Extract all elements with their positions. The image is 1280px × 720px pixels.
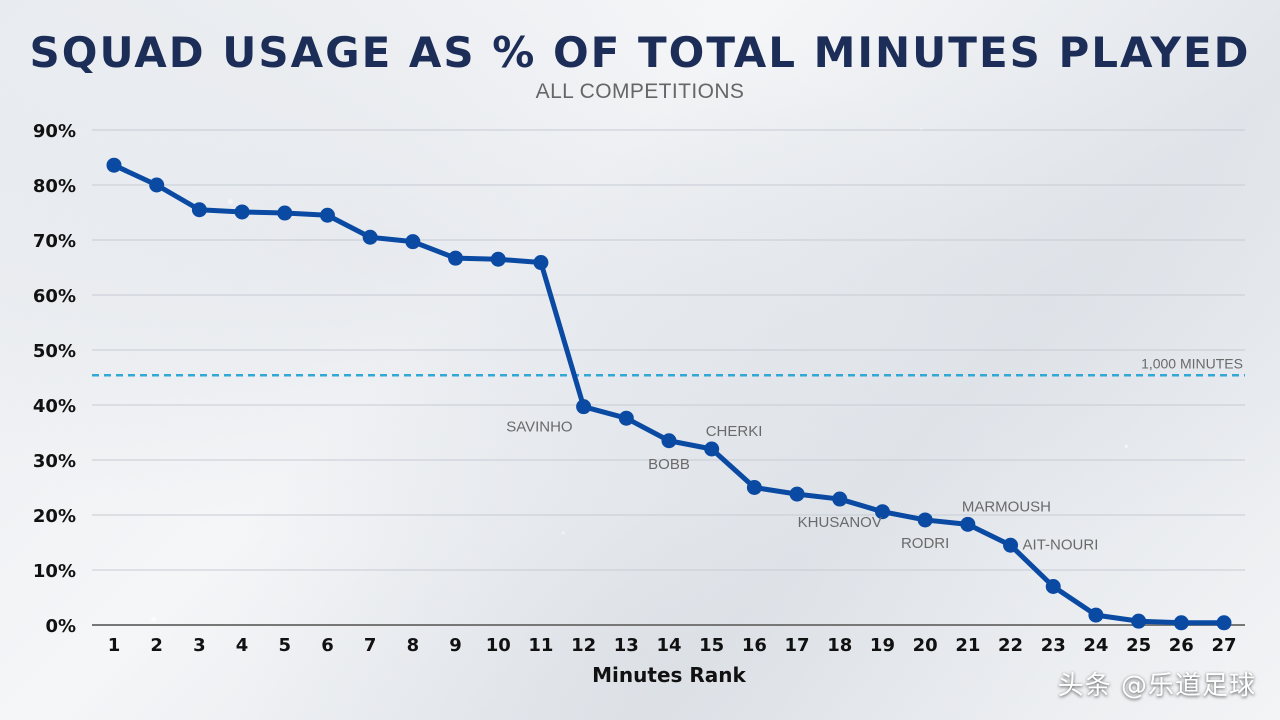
axis-layer: 0%10%20%30%40%50%60%70%80%90%1 2 3 4 5 6 7 8 9 10… xyxy=(33,121,1245,687)
x-tick-label: 3 xyxy=(193,635,206,656)
usage-data-point xyxy=(234,204,250,220)
x-tick-label: 27 xyxy=(1211,635,1236,656)
usage-data-point xyxy=(1003,537,1019,553)
usage-data-point xyxy=(362,229,378,245)
usage-data-point xyxy=(618,410,634,426)
x-tick-label: 15 xyxy=(699,635,724,656)
x-axis-title: Minutes Rank xyxy=(592,663,746,687)
x-tick-label: 18 xyxy=(827,635,852,656)
x-tick-label: 20 xyxy=(913,635,938,656)
usage-data-point xyxy=(661,433,677,449)
watermark-text: 头条 @乐道足球 xyxy=(1057,671,1256,701)
x-tick-label: 9 xyxy=(449,635,462,656)
usage-data-point xyxy=(917,512,933,528)
x-tick-label: 26 xyxy=(1169,635,1194,656)
x-tick-label: 11 xyxy=(528,635,553,656)
series-layer xyxy=(106,157,1232,631)
x-tick-label: 22 xyxy=(998,635,1023,656)
annotation-layer: SAVINHO BOBB CHERKI KHUSANOV RODRI MARMOUSH AI… xyxy=(506,419,1098,554)
x-tick-label: 6 xyxy=(321,635,334,656)
player-annotation: SAVINHO xyxy=(506,419,572,436)
usage-data-point xyxy=(1173,615,1189,631)
usage-data-point xyxy=(448,250,464,266)
y-tick-label: 10% xyxy=(33,561,76,582)
usage-data-point xyxy=(277,205,293,221)
chart-subtitle: ALL COMPETITIONS xyxy=(535,80,745,103)
x-tick-label: 5 xyxy=(279,635,292,656)
x-tick-label: 4 xyxy=(236,635,249,656)
usage-data-point xyxy=(405,234,421,250)
x-tick-label: 13 xyxy=(614,635,639,656)
usage-data-point xyxy=(533,255,549,271)
x-tick-label: 17 xyxy=(785,635,810,656)
usage-data-point xyxy=(106,157,122,173)
usage-data-point xyxy=(1131,613,1147,629)
x-tick-label: 25 xyxy=(1126,635,1151,656)
player-annotation: KHUSANOV xyxy=(798,514,882,531)
y-tick-label: 20% xyxy=(33,506,76,527)
x-tick-label: 7 xyxy=(364,635,377,656)
y-tick-label: 50% xyxy=(33,341,76,362)
usage-data-point xyxy=(576,399,592,415)
usage-data-point xyxy=(1216,615,1232,631)
grid-layer xyxy=(92,129,1245,626)
player-annotation: BOBB xyxy=(648,456,690,473)
player-annotation: AIT-NOURI xyxy=(1023,536,1099,553)
y-tick-label: 30% xyxy=(33,451,76,472)
usage-data-point xyxy=(746,480,762,495)
x-tick-label: 2 xyxy=(150,635,163,656)
x-tick-label: 1 xyxy=(108,635,121,656)
y-tick-label: 40% xyxy=(33,396,76,417)
usage-data-point xyxy=(1045,579,1061,594)
usage-data-point xyxy=(874,504,890,520)
reference-layer: 1,000 MINUTES xyxy=(92,355,1245,377)
usage-data-point xyxy=(960,516,976,532)
usage-data-point xyxy=(789,486,805,502)
usage-data-point xyxy=(704,441,720,457)
y-tick-label: 70% xyxy=(33,231,76,252)
x-tick-label: 8 xyxy=(407,635,420,656)
x-tick-label: 19 xyxy=(870,635,895,656)
y-tick-label: 0% xyxy=(45,616,76,637)
x-tick-label: 10 xyxy=(486,635,511,656)
usage-data-point xyxy=(319,207,335,223)
player-annotation: RODRI xyxy=(901,535,949,552)
usage-data-point xyxy=(1088,607,1104,623)
x-tick-label: 23 xyxy=(1041,635,1066,656)
usage-data-point xyxy=(191,202,207,218)
usage-data-point xyxy=(490,251,506,267)
player-annotation: MARMOUSH xyxy=(962,498,1051,515)
usage-data-point xyxy=(832,491,848,507)
x-tick-label: 24 xyxy=(1083,635,1108,656)
x-tick-label: 21 xyxy=(955,635,980,656)
chart-title: SQUAD USAGE AS % OF TOTAL MINUTES PLAYED xyxy=(29,28,1251,77)
usage-series-line xyxy=(111,162,1227,626)
y-tick-label: 80% xyxy=(33,176,76,197)
x-tick-label: 16 xyxy=(742,635,767,656)
reference-line-label: 1,000 MINUTES xyxy=(1141,355,1243,371)
usage-data-point xyxy=(149,177,165,193)
x-tick-label: 12 xyxy=(571,635,596,656)
y-tick-label: 90% xyxy=(33,121,76,142)
player-annotation: CHERKI xyxy=(706,423,763,440)
y-tick-label: 60% xyxy=(33,286,76,307)
x-tick-label: 14 xyxy=(656,635,681,656)
